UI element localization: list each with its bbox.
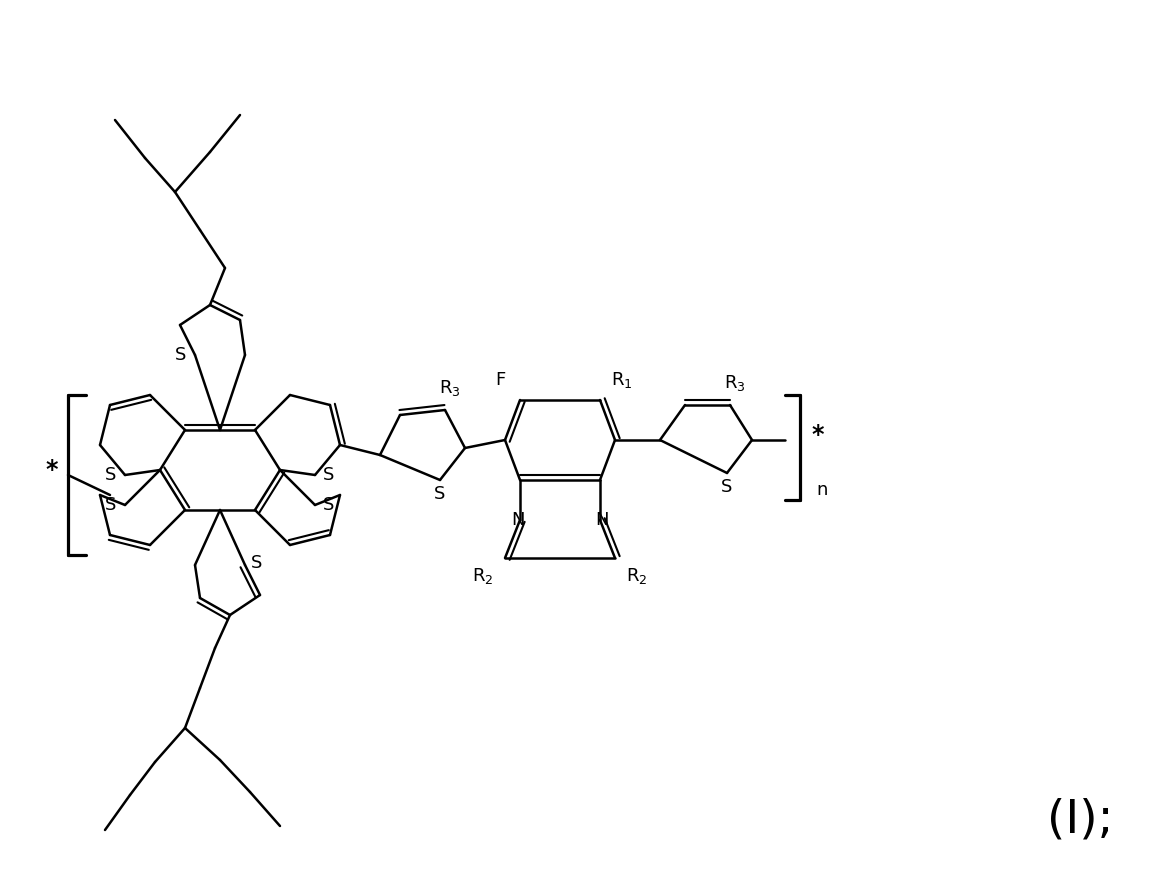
Text: S: S bbox=[175, 346, 187, 364]
Text: R$_2$: R$_2$ bbox=[626, 566, 647, 586]
Text: n: n bbox=[817, 481, 827, 499]
Text: R$_3$: R$_3$ bbox=[724, 373, 746, 393]
Text: S: S bbox=[435, 485, 445, 503]
Text: S: S bbox=[721, 478, 733, 496]
Text: S: S bbox=[251, 554, 263, 572]
Text: N: N bbox=[511, 511, 525, 529]
Text: N: N bbox=[596, 511, 609, 529]
Text: (Ⅰ);: (Ⅰ); bbox=[1047, 797, 1113, 843]
Text: S: S bbox=[323, 496, 335, 514]
Text: F: F bbox=[495, 371, 505, 389]
Text: R$_1$: R$_1$ bbox=[611, 370, 633, 390]
Text: R$_3$: R$_3$ bbox=[439, 378, 461, 398]
Text: *: * bbox=[46, 458, 59, 482]
Text: R$_2$: R$_2$ bbox=[472, 566, 494, 586]
Text: *: * bbox=[812, 423, 824, 447]
Text: S: S bbox=[323, 466, 335, 484]
Text: S: S bbox=[106, 496, 116, 514]
Text: S: S bbox=[106, 466, 116, 484]
